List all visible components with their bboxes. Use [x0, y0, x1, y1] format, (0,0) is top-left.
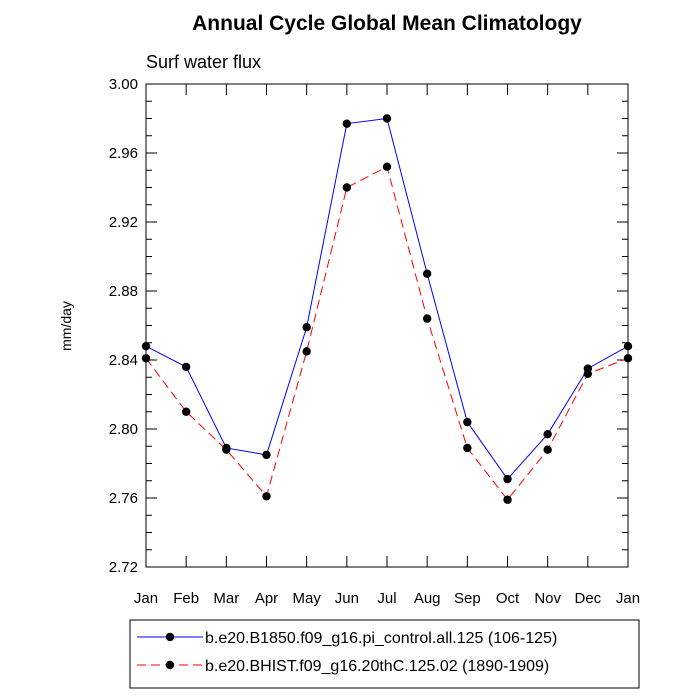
y-tick-label: 2.72 — [109, 559, 138, 576]
series-1-point — [382, 114, 392, 123]
y-tick-label: 2.84 — [109, 352, 138, 369]
x-tick-label: Jan — [134, 590, 158, 607]
x-tick-label: Jun — [335, 590, 359, 607]
series-1-point — [503, 474, 512, 484]
legend-box — [129, 619, 640, 689]
x-tick-label: Jan — [616, 590, 640, 607]
series-1-point — [141, 342, 151, 351]
y-tick-label: 2.88 — [109, 283, 138, 300]
legend-marker-1 — [165, 632, 175, 642]
axis-ticks — [145, 83, 629, 568]
x-tick-labels: Jan Feb Mar Apr May Jun Jul Aug Sep Oct Nov Dec Jan — [134, 590, 640, 607]
series-line-2 — [145, 166, 629, 501]
series-1-point — [543, 429, 552, 439]
x-tick-label: Nov — [534, 590, 561, 607]
legend-label-1: b.e20.B1850.f09_g16.pi_control.all.125 (… — [205, 630, 557, 647]
legend: b.e20.B1850.f09_g16.pi_control.all.125 (… — [137, 630, 557, 675]
x-tick-label: Aug — [414, 590, 441, 607]
x-tick-label: Jul — [377, 590, 396, 607]
y-axis-label: mm/day — [58, 301, 74, 351]
series-1-point — [262, 450, 271, 460]
series-group — [141, 114, 633, 504]
series-2-point — [422, 314, 432, 323]
series-2-point — [623, 354, 633, 363]
series-2-point — [543, 445, 552, 454]
y-tick-label: 2.96 — [109, 145, 138, 162]
x-tick-label: Sep — [454, 590, 481, 607]
x-tick-label: Oct — [496, 590, 520, 607]
y-tick-label: 2.76 — [109, 490, 138, 507]
series-2-point — [382, 162, 392, 171]
chart-title: Annual Cycle Global Mean Climatology — [192, 12, 582, 35]
y-tick-labels: 2.72 2.76 2.80 2.84 2.88 2.92 2.96 3.00 — [109, 76, 138, 576]
y-tick-label: 2.80 — [109, 421, 138, 438]
series-1-point — [623, 342, 633, 351]
series-2-point — [342, 183, 352, 192]
x-tick-label: Mar — [213, 590, 239, 607]
series-1-point — [463, 417, 472, 427]
legend-marker-2 — [165, 660, 175, 670]
series-1-point — [342, 119, 352, 128]
series-2-point — [302, 347, 311, 356]
legend-label-2: b.e20.BHIST.f09_g16.20thC.125.02 (1890-1… — [205, 658, 549, 675]
x-tick-label: May — [292, 590, 321, 607]
series-2-point — [141, 354, 151, 363]
y-tick-label: 2.92 — [109, 214, 138, 231]
x-tick-label: Apr — [255, 590, 278, 607]
series-1-point — [181, 362, 191, 372]
series-1-point — [422, 269, 432, 278]
y-tick-label: 3.00 — [109, 76, 138, 93]
plot-frame — [145, 83, 629, 568]
series-2-point — [463, 443, 472, 453]
series-2-point — [222, 445, 231, 454]
series-line-1 — [145, 117, 629, 480]
x-tick-label: Dec — [574, 590, 601, 607]
chart-subtitle: Surf water flux — [146, 52, 261, 72]
series-1-point — [302, 323, 311, 332]
series-2-point — [262, 492, 271, 501]
x-tick-label: Feb — [173, 590, 199, 607]
series-2-point — [503, 495, 512, 504]
series-2-point — [181, 407, 191, 416]
series-2-point — [583, 369, 593, 378]
